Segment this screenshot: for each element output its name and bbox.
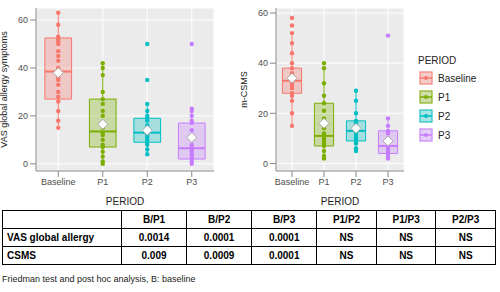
svg-text:VAS global allergy symptoms: VAS global allergy symptoms: [8, 31, 9, 148]
html-text:PERIOD: PERIOD: [418, 55, 457, 66]
svg-text:P2: P2: [350, 177, 361, 187]
html-text:P3: P3: [438, 129, 451, 141]
svg-text:20: 20: [258, 109, 268, 119]
svg-text:40: 40: [258, 58, 268, 68]
html-text:NS: NS: [339, 232, 354, 243]
svg-text:60: 60: [258, 8, 268, 18]
svg-text:40: 40: [18, 63, 28, 73]
html-text:CSMS: CSMS: [7, 250, 36, 261]
svg-text:P1: P1: [97, 177, 108, 187]
svg-text:P3: P3: [382, 177, 393, 187]
html-text:Baseline: Baseline: [438, 72, 477, 84]
svg-text:60: 60: [18, 15, 28, 25]
html-text:NS: NS: [339, 250, 354, 261]
svg-text:PERIOD: PERIOD: [106, 196, 144, 205]
html-text:P2: P2: [438, 110, 451, 122]
html-text:P1: P1: [438, 91, 451, 103]
html-text:0.0009: 0.0009: [203, 250, 235, 261]
html-text:B/P3: B/P3: [273, 214, 296, 225]
html-text:0.0001: 0.0001: [268, 250, 300, 261]
html-text:0.0001: 0.0001: [268, 232, 300, 243]
html-text:0.009: 0.009: [141, 250, 167, 261]
svg-text:0: 0: [23, 159, 28, 169]
html-text:P1/P2: P1/P2: [332, 214, 361, 225]
svg-text:20: 20: [18, 111, 28, 121]
html-text:NS: NS: [458, 250, 473, 261]
svg-text:0: 0: [263, 159, 268, 169]
svg-text:P2: P2: [142, 177, 153, 187]
svg-text:m-CSMS: m-CSMS: [240, 71, 249, 108]
html-text:NS: NS: [399, 250, 413, 261]
html-text:0.0014: 0.0014: [138, 232, 170, 243]
svg-text:Baseline: Baseline: [41, 177, 76, 187]
html-text:P1/P3: P1/P3: [392, 214, 420, 225]
svg-text:PERIOD: PERIOD: [321, 196, 359, 205]
html-text:NS: NS: [399, 232, 413, 243]
svg-text:P1: P1: [318, 177, 329, 187]
html-text:0.0001: 0.0001: [203, 232, 235, 243]
html-text:VAS global allergy: VAS global allergy: [7, 232, 95, 243]
svg-text:Baseline: Baseline: [275, 177, 310, 187]
html-text:P2/P3: P2/P3: [452, 214, 480, 225]
html-text:B/P2: B/P2: [208, 214, 231, 225]
html-text:B/P1: B/P1: [142, 214, 166, 225]
html-text:NS: NS: [458, 232, 473, 243]
html-text:Friedman test and post hoc ana: Friedman test and post hoc analysis, B: …: [2, 274, 196, 284]
svg-text:P3: P3: [186, 177, 197, 187]
